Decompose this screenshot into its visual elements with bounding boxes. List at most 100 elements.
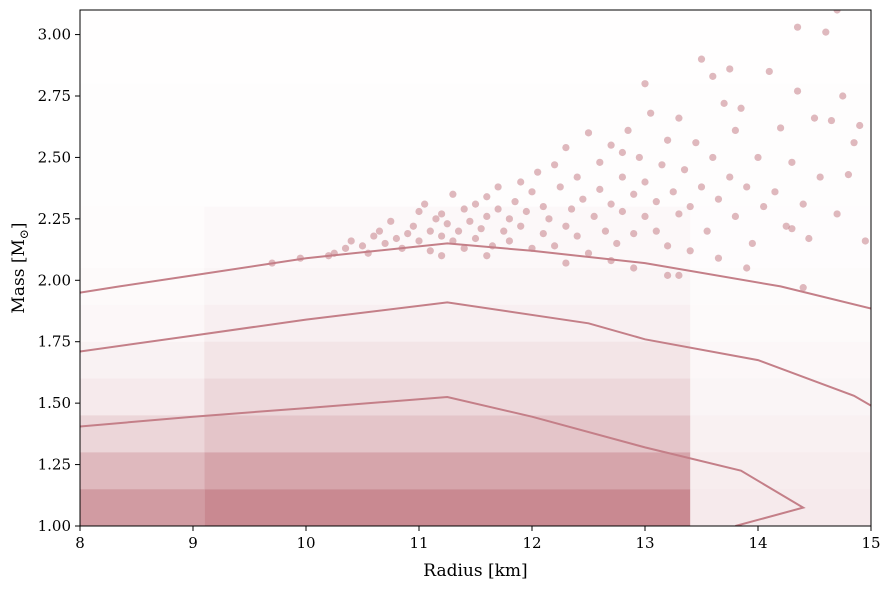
scatter-point — [709, 72, 717, 80]
scatter-point — [409, 222, 417, 230]
scatter-point — [816, 173, 824, 181]
scatter-point — [449, 237, 457, 245]
scatter-point — [358, 242, 367, 250]
scatter-point — [777, 124, 785, 132]
scatter-point — [404, 230, 412, 238]
scatter-point — [652, 227, 660, 235]
scatter-point — [799, 284, 807, 292]
scatter-point — [268, 259, 276, 267]
scatter-point — [618, 207, 627, 216]
scatter-point — [415, 237, 423, 245]
scatter-point — [438, 232, 446, 240]
y-tick-label: 1.50 — [38, 394, 71, 412]
scatter-point — [799, 200, 807, 208]
y-axis-label: Mass [M⊙] — [9, 222, 31, 313]
scatter-point — [556, 183, 564, 191]
contour-line — [80, 242, 871, 310]
x-tick-label: 8 — [75, 534, 85, 552]
scatter-point — [483, 193, 491, 201]
scatter-point — [686, 247, 694, 255]
scatter-point — [839, 92, 847, 100]
scatter-point — [415, 207, 423, 216]
scatter-point — [630, 230, 638, 238]
scatter-point — [494, 205, 502, 213]
scatter-point — [579, 195, 587, 203]
scatter-point — [793, 87, 802, 95]
y-tick-label: 1.00 — [38, 517, 71, 535]
scatter-point — [618, 148, 627, 157]
scatter-point — [601, 227, 610, 235]
contour-line — [80, 301, 871, 407]
x-tick-label: 11 — [409, 534, 428, 552]
y-axis-label-main: Mass [M — [9, 239, 29, 313]
scatter-point — [664, 242, 672, 250]
scatter-point — [664, 136, 672, 144]
scatter-point — [573, 173, 581, 181]
scatter-point — [398, 244, 406, 252]
scatter-point — [703, 227, 711, 235]
y-tick-label: 2.25 — [38, 210, 71, 228]
scatter-point — [844, 171, 853, 179]
scatter-point — [850, 139, 858, 147]
scatter-point — [697, 55, 706, 63]
heatmap-cell — [690, 378, 871, 416]
scatter-point — [771, 188, 779, 196]
scatter-point — [675, 114, 683, 122]
scatter-point — [392, 234, 400, 243]
scatter-point — [471, 234, 480, 243]
scatter-point — [488, 242, 497, 250]
scatter-point — [731, 212, 740, 220]
scatter-point — [375, 227, 384, 235]
scatter-point — [748, 239, 756, 248]
scatter-point — [551, 242, 559, 250]
scatter-point — [483, 252, 491, 260]
x-axis: 8 9 10 11 12 13 14 15 — [75, 526, 881, 552]
scatter-point — [607, 200, 615, 208]
scatter-point — [618, 173, 627, 181]
scatter-point — [500, 227, 508, 235]
scatter-point — [788, 225, 796, 233]
scatter-point — [517, 178, 525, 186]
heatmap-cell — [80, 304, 205, 342]
scatter-point — [822, 28, 830, 36]
scatter-points — [268, 10, 869, 292]
y-tick-label: 2.75 — [38, 87, 71, 105]
scatter-point — [810, 114, 819, 122]
scatter-point — [347, 237, 355, 245]
heatmap-cell — [204, 341, 691, 379]
scatter-point — [567, 205, 576, 213]
scatter-point — [443, 220, 451, 228]
scatter-point — [471, 200, 480, 208]
scatter-point — [562, 259, 570, 267]
x-tick-label: 12 — [522, 534, 541, 552]
scatter-point — [743, 264, 751, 272]
scatter-point — [325, 252, 333, 260]
scatter-point — [664, 271, 672, 279]
scatter-point — [539, 230, 547, 238]
scatter-point — [551, 161, 559, 169]
scatter-point — [641, 178, 649, 186]
heatmap-cell — [80, 268, 205, 305]
scatter-point — [714, 195, 723, 203]
heatmap-cell — [80, 207, 204, 268]
scatter-point — [426, 227, 434, 235]
scatter-point — [737, 104, 745, 112]
scatter-point — [534, 168, 542, 176]
scatter-point — [511, 198, 519, 206]
scatter-point — [793, 23, 802, 31]
scatter-point — [709, 153, 717, 162]
scatter-point — [370, 232, 378, 240]
scatter-point — [726, 65, 734, 73]
scatter-point — [341, 244, 350, 252]
x-tick-label: 9 — [188, 534, 198, 552]
y-tick-label: 1.75 — [38, 333, 71, 351]
x-tick-label: 13 — [635, 534, 654, 552]
scatter-point — [562, 222, 570, 230]
y-tick-label: 2.50 — [38, 148, 71, 166]
y-axis-label-close: ] — [9, 222, 29, 229]
scatter-point — [760, 202, 768, 211]
heatmap-cell — [204, 415, 691, 453]
y-tick-label: 1.25 — [38, 456, 71, 474]
scatter-point — [584, 129, 593, 137]
